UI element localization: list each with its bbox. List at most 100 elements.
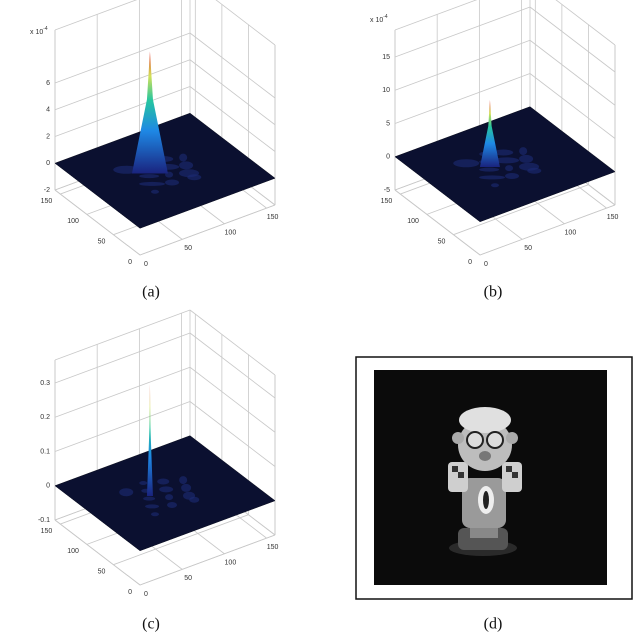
y-grid-line xyxy=(479,204,616,256)
z-grid-line xyxy=(394,39,531,91)
z-grid-line xyxy=(189,32,276,99)
z-tick-label: 0.1 xyxy=(40,448,50,455)
z-tick-label: 2 xyxy=(46,133,50,140)
y-tick-label: 50 xyxy=(98,239,106,246)
z-tick-label: 10 xyxy=(382,87,390,94)
y-tick-label: 0 xyxy=(468,259,472,266)
y-tick-label: 100 xyxy=(67,218,79,225)
z-tick-label: 15 xyxy=(382,54,390,61)
z-grid-line xyxy=(189,59,276,126)
surface-ripple xyxy=(151,189,159,194)
box-edge xyxy=(189,309,276,376)
y-grid-line xyxy=(113,514,249,566)
surface xyxy=(394,106,616,223)
y-grid-line xyxy=(139,534,276,586)
x-tick-label: 50 xyxy=(524,245,532,252)
caption: (d) xyxy=(484,616,503,633)
surface-ripple xyxy=(139,174,160,179)
robot-toy xyxy=(448,407,522,556)
z-grid-line xyxy=(54,32,191,84)
z-grid-line xyxy=(54,332,191,384)
z-grid-line xyxy=(529,6,616,73)
y-tick-label: 150 xyxy=(381,198,393,205)
multiplier-base: x 10 xyxy=(370,17,383,24)
y-tick-label: 0 xyxy=(128,259,132,266)
surface-ripple xyxy=(119,488,134,497)
z-grid-line xyxy=(189,86,276,152)
surface-ripple xyxy=(139,480,148,485)
caption: (b) xyxy=(484,284,503,301)
z-grid-line xyxy=(54,59,191,111)
z-grid-line xyxy=(189,332,276,399)
surface-ripple xyxy=(159,486,174,493)
surface-plot: -0.1 0 0.1 0.2 0.3 0 50 100 150 0 50 100 150 xyxy=(38,309,279,598)
caption: (c) xyxy=(142,616,160,633)
surface-ripple xyxy=(519,154,534,163)
multiplier: x 10-4 xyxy=(370,14,388,24)
surface-ripple xyxy=(179,476,188,485)
z-grid-line xyxy=(54,401,191,452)
z-grid-line xyxy=(54,86,191,137)
y-tick-label: 50 xyxy=(438,239,446,246)
surface-ripple xyxy=(145,504,160,509)
x-tick-label: 50 xyxy=(184,575,192,582)
surface-ripple xyxy=(493,157,520,164)
z-tick-label: 6 xyxy=(46,80,50,87)
z-tick-label: 5 xyxy=(386,120,390,127)
x-grid-line xyxy=(54,519,141,586)
box-edge xyxy=(555,0,616,46)
surface-peak xyxy=(146,384,153,496)
multiplier-exponent: -4 xyxy=(43,26,48,32)
x-grid-line xyxy=(394,189,481,256)
y-tick-label: 50 xyxy=(98,569,106,576)
surface-ripple xyxy=(479,167,500,172)
z-grid-line xyxy=(54,366,191,418)
y-grid-line xyxy=(139,204,276,256)
x-tick-label: 150 xyxy=(607,214,619,221)
z-grid-line xyxy=(394,6,531,58)
multiplier-base: x 10 xyxy=(30,29,43,36)
surface-ripple xyxy=(139,181,166,186)
surface-ripple xyxy=(527,167,542,174)
surface-ripple xyxy=(151,512,159,517)
box-edge xyxy=(54,309,191,361)
z-grid-line xyxy=(189,366,276,433)
surface-ripple xyxy=(165,179,180,186)
y-grid-line xyxy=(453,184,589,236)
z-tick-label: 0 xyxy=(46,483,50,490)
y-tick-label: 100 xyxy=(67,548,79,555)
x-tick-label: 100 xyxy=(225,230,237,237)
x-tick-label: 0 xyxy=(144,261,148,268)
surface-ripple xyxy=(453,159,480,168)
surface-ripple xyxy=(491,183,499,188)
z-grid-line xyxy=(394,73,531,124)
surface xyxy=(54,435,276,552)
z-grid-line xyxy=(189,401,276,467)
y-tick-label: 100 xyxy=(407,218,419,225)
box-edge xyxy=(215,0,276,46)
surface-peak xyxy=(131,51,168,174)
box-edge xyxy=(54,0,138,31)
z-tick-label: 0 xyxy=(386,154,390,161)
z-tick-label: -2 xyxy=(44,187,50,194)
surface-ripple xyxy=(505,172,520,179)
y-tick-label: 0 xyxy=(128,589,132,596)
surface-ripple xyxy=(157,478,170,485)
y-tick-label: 150 xyxy=(41,528,53,535)
surface-ripple xyxy=(165,494,174,501)
z-tick-label: -0.1 xyxy=(38,517,50,524)
x-tick-label: 150 xyxy=(267,214,279,221)
surface-ripple xyxy=(179,161,194,170)
z-grid-line xyxy=(529,39,616,106)
caption: (a) xyxy=(142,284,160,301)
surface-ripple xyxy=(181,483,192,492)
x-tick-label: 100 xyxy=(225,560,237,567)
x-tick-label: 50 xyxy=(184,245,192,252)
multiplier-exponent: -4 xyxy=(383,14,388,20)
x-grid-line xyxy=(54,189,141,256)
surface-plot: -2 0 2 4 6 0 50 100 150 0 50 100 150 x 10-4 xyxy=(30,0,279,268)
surface-ripple xyxy=(179,153,188,162)
z-grid-line xyxy=(529,73,616,139)
